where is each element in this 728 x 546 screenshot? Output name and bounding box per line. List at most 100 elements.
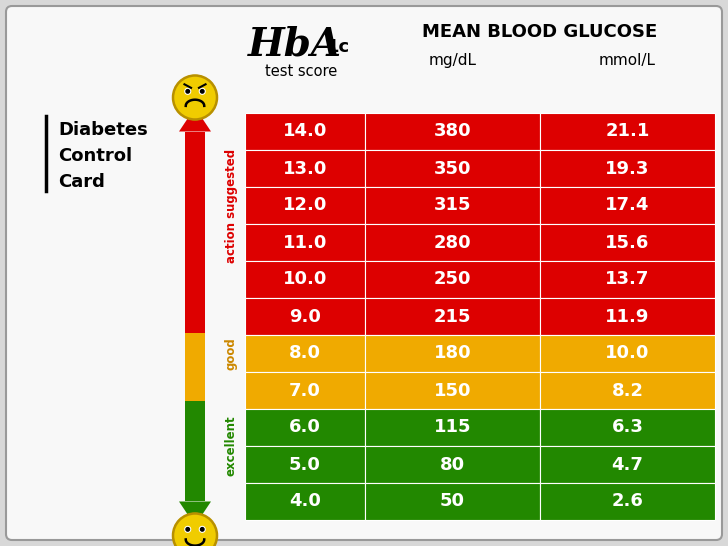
Text: 11.0: 11.0	[282, 234, 327, 252]
Circle shape	[185, 526, 191, 532]
Bar	[365, 224, 540, 261]
Bar	[185, 333, 205, 367]
Text: 11.9: 11.9	[605, 307, 649, 325]
Bar	[365, 187, 540, 224]
Text: 4.0: 4.0	[289, 492, 321, 511]
Bar	[365, 483, 540, 520]
Text: 13.0: 13.0	[282, 159, 327, 177]
Text: 14.0: 14.0	[282, 122, 327, 140]
Bar	[365, 372, 540, 409]
Bar	[540, 113, 715, 150]
Bar	[540, 261, 715, 298]
Bar	[185, 401, 205, 434]
Bar	[365, 446, 540, 483]
Bar	[540, 483, 715, 520]
Circle shape	[173, 75, 217, 120]
Text: 7.0: 7.0	[289, 382, 321, 400]
Bar	[245, 150, 365, 187]
Bar	[540, 409, 715, 446]
Text: 1c: 1c	[327, 38, 350, 56]
Circle shape	[200, 90, 204, 93]
Text: 115: 115	[434, 418, 471, 436]
Bar	[245, 113, 365, 150]
Bar	[365, 298, 540, 335]
Bar	[540, 372, 715, 409]
Text: 9.0: 9.0	[289, 307, 321, 325]
Text: 6.0: 6.0	[289, 418, 321, 436]
Bar	[185, 132, 205, 165]
Text: 15.6: 15.6	[605, 234, 649, 252]
Text: 350: 350	[434, 159, 471, 177]
Bar	[245, 298, 365, 335]
Text: 10.0: 10.0	[605, 345, 649, 363]
Text: 50: 50	[440, 492, 465, 511]
Bar	[365, 113, 540, 150]
Bar	[540, 298, 715, 335]
Text: HbA: HbA	[248, 26, 342, 64]
Bar	[185, 468, 205, 501]
FancyBboxPatch shape	[6, 6, 722, 540]
Text: 2.6: 2.6	[612, 492, 644, 511]
Text: 6.3: 6.3	[612, 418, 644, 436]
Polygon shape	[179, 501, 211, 525]
Text: 150: 150	[434, 382, 471, 400]
Circle shape	[186, 90, 189, 93]
Bar	[245, 335, 365, 372]
Text: mmol/L: mmol/L	[599, 53, 656, 68]
Text: 10.0: 10.0	[282, 270, 327, 288]
Text: excellent: excellent	[224, 416, 237, 476]
Text: 215: 215	[434, 307, 471, 325]
Bar	[245, 446, 365, 483]
Text: MEAN BLOOD GLUCOSE: MEAN BLOOD GLUCOSE	[422, 23, 657, 41]
Text: good: good	[224, 337, 237, 370]
Text: 5.0: 5.0	[289, 455, 321, 473]
Bar	[365, 150, 540, 187]
Bar	[185, 434, 205, 468]
Text: test score: test score	[265, 64, 337, 79]
Bar	[540, 446, 715, 483]
Bar	[540, 187, 715, 224]
Text: 21.1: 21.1	[605, 122, 649, 140]
Circle shape	[186, 527, 189, 531]
Circle shape	[200, 527, 204, 531]
Circle shape	[185, 88, 191, 94]
Bar	[245, 372, 365, 409]
Bar	[185, 199, 205, 233]
Text: Diabetes
Control
Card: Diabetes Control Card	[58, 121, 148, 192]
Text: 380: 380	[434, 122, 471, 140]
Bar	[185, 367, 205, 401]
Text: 8.2: 8.2	[612, 382, 644, 400]
Bar	[245, 187, 365, 224]
Bar	[185, 266, 205, 300]
Text: 315: 315	[434, 197, 471, 215]
Text: 8.0: 8.0	[289, 345, 321, 363]
Text: 17.4: 17.4	[605, 197, 649, 215]
Bar	[245, 409, 365, 446]
Text: 180: 180	[434, 345, 471, 363]
Text: 280: 280	[434, 234, 471, 252]
Bar	[365, 261, 540, 298]
Text: 13.7: 13.7	[605, 270, 649, 288]
Bar	[245, 483, 365, 520]
Circle shape	[199, 526, 205, 532]
Circle shape	[173, 513, 217, 546]
Text: 19.3: 19.3	[605, 159, 649, 177]
Text: 80: 80	[440, 455, 465, 473]
Bar	[185, 233, 205, 266]
Bar	[540, 335, 715, 372]
Bar	[540, 224, 715, 261]
Bar	[245, 224, 365, 261]
Bar	[185, 300, 205, 333]
Bar	[365, 335, 540, 372]
Polygon shape	[179, 108, 211, 132]
Text: mg/dL: mg/dL	[429, 53, 477, 68]
Text: 4.7: 4.7	[612, 455, 644, 473]
Text: 250: 250	[434, 270, 471, 288]
Circle shape	[199, 88, 205, 94]
Text: 12.0: 12.0	[282, 197, 327, 215]
Bar	[540, 150, 715, 187]
Bar	[365, 409, 540, 446]
Text: action suggested: action suggested	[224, 149, 237, 263]
Bar	[185, 165, 205, 199]
Bar	[245, 261, 365, 298]
